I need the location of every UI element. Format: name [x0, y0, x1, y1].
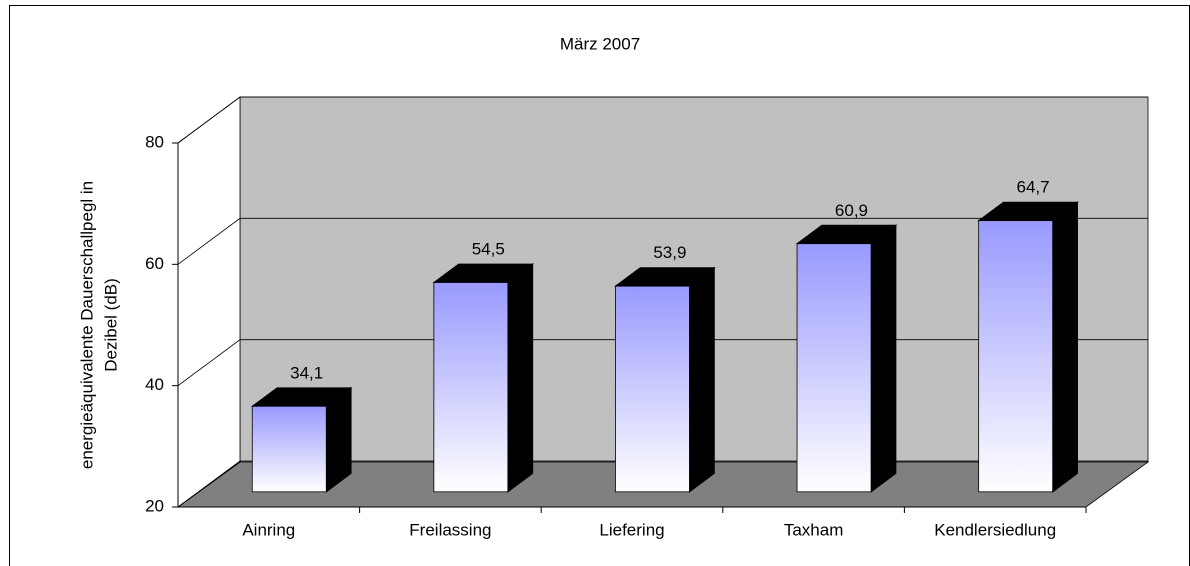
x-tick-label: Ainring: [242, 520, 295, 539]
bar: [615, 285, 690, 493]
x-tick-label: Kendlersiedlung: [934, 520, 1056, 539]
grid-line: [177, 96, 1148, 144]
y-axis-label: energieäquivalente Dauerschallpegl in: [77, 181, 96, 469]
y-axis-label: Dezibel (dB): [101, 278, 120, 372]
bar: [978, 220, 1054, 493]
y-tick-label: 60: [145, 254, 164, 273]
bar-side: [1052, 201, 1078, 493]
y-tick-label: 20: [145, 496, 164, 515]
x-tick-label: Freilassing: [409, 520, 491, 539]
bar: [251, 405, 327, 493]
y-tick-label: 80: [145, 132, 164, 151]
x-tick-label: Taxham: [784, 520, 844, 539]
side-wall: [177, 96, 241, 508]
bar-side: [507, 263, 534, 493]
data-label: 53,9: [653, 243, 686, 262]
bar: [796, 243, 872, 493]
bar-side: [688, 266, 715, 493]
x-tick-label: Liefering: [599, 520, 664, 539]
data-label: 60,9: [835, 201, 868, 220]
chart-title: März 2007: [560, 34, 640, 53]
data-label: 34,1: [290, 363, 323, 382]
data-label: 64,7: [1017, 178, 1050, 197]
data-label: 54,5: [472, 240, 505, 259]
bar: [433, 282, 509, 493]
grid-line: [177, 217, 1148, 265]
bar-side: [870, 224, 897, 493]
y-tick-label: 40: [145, 375, 164, 394]
